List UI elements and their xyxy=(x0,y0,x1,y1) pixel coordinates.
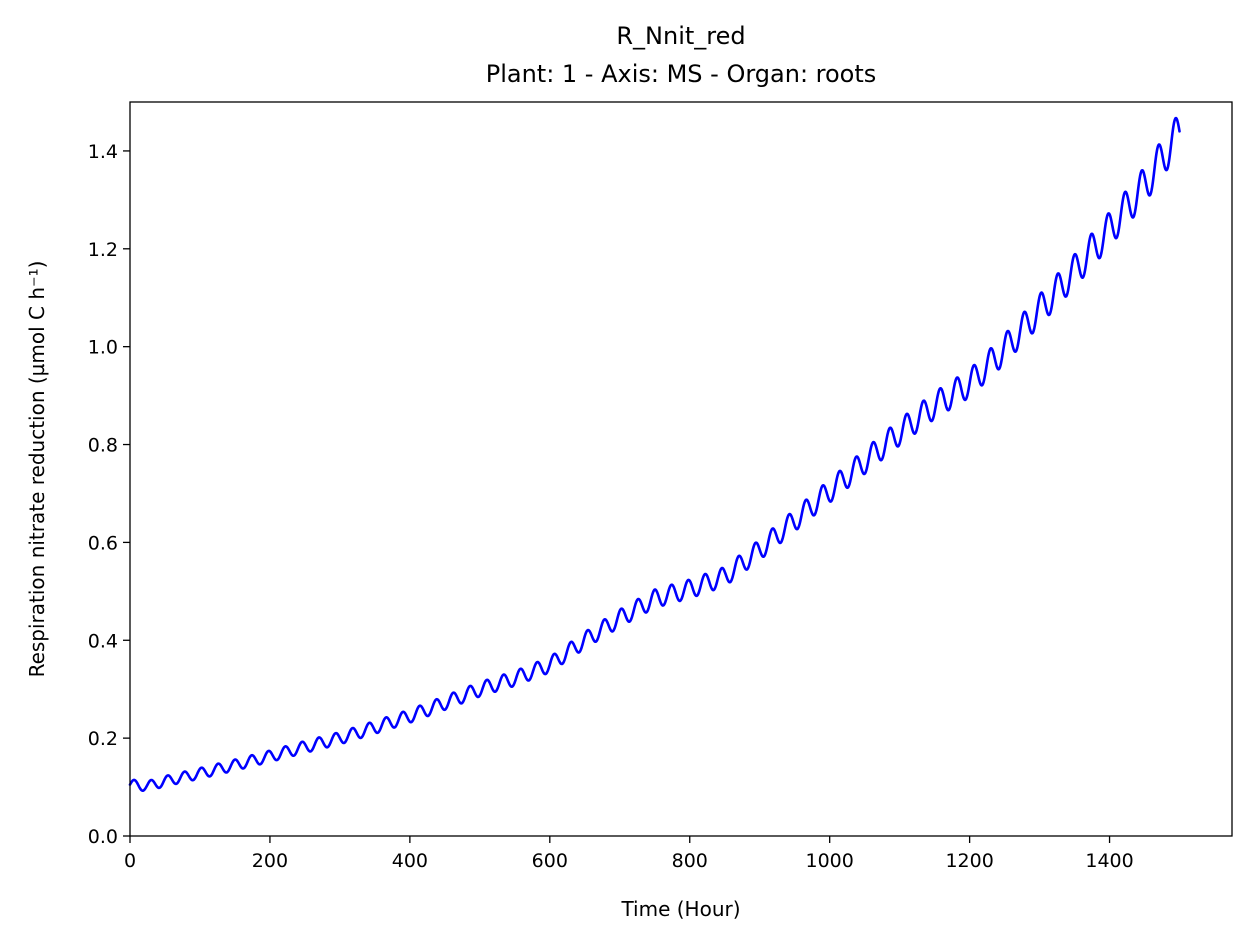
y-tick-label: 1.2 xyxy=(88,239,118,261)
chart-title: R_Nnit_red xyxy=(616,22,745,50)
x-tick-label: 1400 xyxy=(1085,850,1133,872)
y-tick-label: 1.4 xyxy=(88,141,118,163)
x-tick-label: 800 xyxy=(672,850,708,872)
x-tick-label: 1200 xyxy=(945,850,993,872)
y-axis-ticks: 0.0 0.2 0.4 0.6 0.8 1.0 1.2 1.4 xyxy=(88,141,130,848)
y-tick-label: 1.0 xyxy=(88,337,118,359)
series-line xyxy=(128,116,1181,792)
y-tick-label: 0.0 xyxy=(88,826,118,848)
y-tick-label: 0.6 xyxy=(88,532,118,554)
y-tick-label: 0.2 xyxy=(88,728,118,750)
chart-subtitle: Plant: 1 - Axis: MS - Organ: roots xyxy=(486,60,877,88)
x-tick-label: 600 xyxy=(532,850,568,872)
x-tick-label: 400 xyxy=(392,850,428,872)
x-tick-label: 0 xyxy=(124,850,136,872)
y-axis-label: Respiration nitrate reduction (µmol C h⁻… xyxy=(25,261,49,678)
x-axis-label: Time (Hour) xyxy=(620,897,740,921)
x-tick-label: 200 xyxy=(252,850,288,872)
x-axis-ticks: 0 200 400 600 800 1000 1200 1400 xyxy=(124,836,1134,872)
y-tick-label: 0.4 xyxy=(88,630,118,652)
plot-frame xyxy=(129,101,1233,837)
y-tick-label: 0.8 xyxy=(88,435,118,457)
x-tick-label: 1000 xyxy=(806,850,854,872)
